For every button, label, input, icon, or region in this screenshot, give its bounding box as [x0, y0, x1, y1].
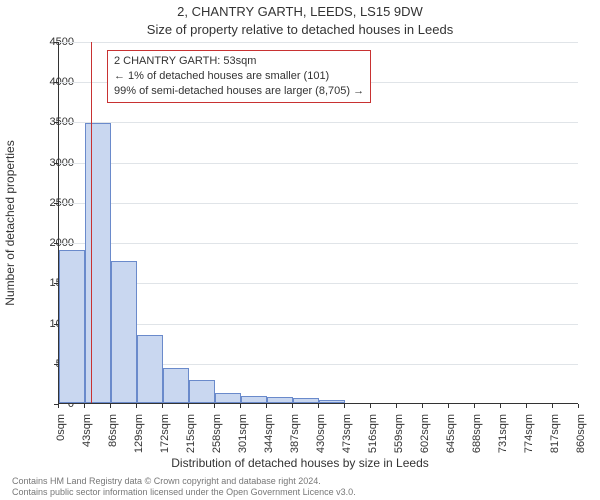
x-tick-mark: [214, 404, 215, 408]
histogram-bar: [241, 396, 267, 403]
histogram-bar: [267, 397, 293, 403]
x-tick-mark: [266, 404, 267, 408]
x-tick-label: 688sqm: [471, 414, 483, 453]
annotation-line3: 99% of semi-detached houses are larger (…: [114, 84, 364, 99]
plot-area: 2 CHANTRY GARTH: 53sqm ← 1% of detached …: [58, 42, 578, 404]
x-tick-mark: [500, 404, 501, 408]
histogram-bar: [163, 368, 189, 403]
histogram-bar: [189, 380, 215, 403]
x-tick-label: 731sqm: [497, 414, 509, 453]
property-marker-line: [91, 42, 92, 403]
x-tick-mark: [526, 404, 527, 408]
x-tick-label: 516sqm: [367, 414, 379, 453]
annotation-line2: ← 1% of detached houses are smaller (101…: [114, 69, 364, 84]
x-tick-mark: [110, 404, 111, 408]
x-tick-label: 559sqm: [393, 414, 405, 453]
x-tick-mark: [162, 404, 163, 408]
annotation-line1: 2 CHANTRY GARTH: 53sqm: [114, 54, 364, 69]
x-tick-mark: [292, 404, 293, 408]
x-tick-label: 473sqm: [341, 414, 353, 453]
footer-line1: Contains HM Land Registry data © Crown c…: [12, 476, 356, 487]
x-tick-mark: [240, 404, 241, 408]
x-tick-mark: [84, 404, 85, 408]
footer-attribution: Contains HM Land Registry data © Crown c…: [12, 476, 356, 498]
x-tick-label: 430sqm: [315, 414, 327, 453]
x-tick-label: 774sqm: [523, 414, 535, 453]
x-tick-mark: [552, 404, 553, 408]
x-tick-label: 860sqm: [575, 414, 587, 453]
x-tick-mark: [370, 404, 371, 408]
x-tick-label: 86sqm: [107, 414, 119, 447]
histogram-bar: [319, 400, 345, 403]
grid-line: [59, 203, 578, 204]
x-tick-mark: [136, 404, 137, 408]
x-tick-label: 645sqm: [445, 414, 457, 453]
x-tick-mark: [58, 404, 59, 408]
footer-line2: Contains public sector information licen…: [12, 487, 356, 498]
x-tick-mark: [474, 404, 475, 408]
grid-line: [59, 243, 578, 244]
x-tick-label: 215sqm: [185, 414, 197, 453]
grid-line: [59, 122, 578, 123]
chart-title: 2, CHANTRY GARTH, LEEDS, LS15 9DW: [0, 4, 600, 19]
x-tick-label: 129sqm: [133, 414, 145, 453]
y-axis-label: Number of detached properties: [3, 140, 17, 305]
histogram-bar: [137, 335, 163, 403]
histogram-bar: [293, 398, 319, 403]
x-tick-label: 387sqm: [289, 414, 301, 453]
chart-container: 2, CHANTRY GARTH, LEEDS, LS15 9DW Size o…: [0, 0, 600, 500]
histogram-bar: [59, 250, 85, 403]
x-axis-label: Distribution of detached houses by size …: [0, 456, 600, 470]
x-tick-label: 817sqm: [549, 414, 561, 453]
x-tick-mark: [578, 404, 579, 408]
x-tick-label: 43sqm: [81, 414, 93, 447]
histogram-bar: [215, 393, 241, 403]
x-tick-mark: [396, 404, 397, 408]
chart-subtitle: Size of property relative to detached ho…: [0, 22, 600, 37]
x-tick-label: 602sqm: [419, 414, 431, 453]
x-tick-mark: [318, 404, 319, 408]
x-tick-label: 172sqm: [159, 414, 171, 453]
x-tick-label: 344sqm: [263, 414, 275, 453]
grid-line: [59, 42, 578, 43]
grid-line: [59, 163, 578, 164]
histogram-bar: [85, 123, 111, 403]
x-tick-mark: [448, 404, 449, 408]
x-tick-mark: [188, 404, 189, 408]
x-tick-label: 301sqm: [237, 414, 249, 453]
x-tick-mark: [422, 404, 423, 408]
x-tick-label: 0sqm: [55, 414, 67, 441]
histogram-bar: [111, 261, 137, 403]
x-tick-mark: [344, 404, 345, 408]
annotation-box: 2 CHANTRY GARTH: 53sqm ← 1% of detached …: [107, 50, 371, 103]
x-tick-label: 258sqm: [211, 414, 223, 453]
